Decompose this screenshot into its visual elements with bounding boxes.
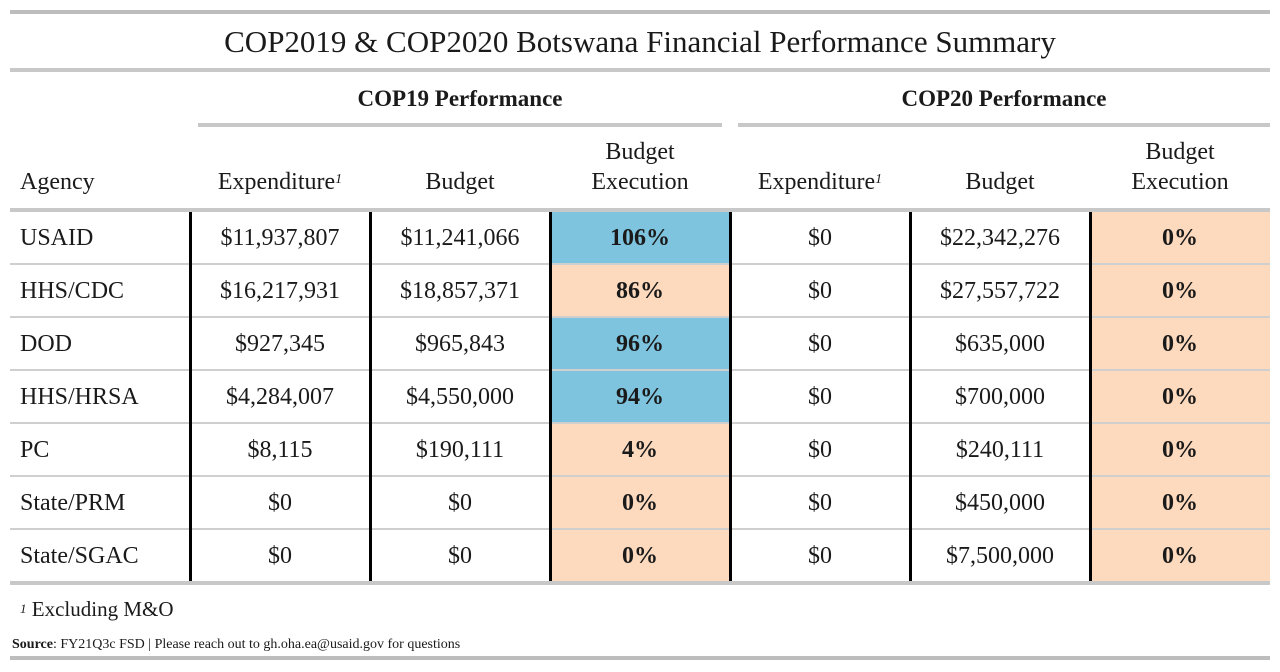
footnote: 1 Excluding M&O [20, 596, 174, 622]
cell-cop20-expenditure: $0 [808, 543, 832, 569]
cell-cop20-budget: $635,000 [955, 331, 1045, 357]
cell-agency: PC [20, 437, 50, 463]
table-row: HHS/CDC $16,217,931 $18,857,371 86% $0 $… [10, 265, 1270, 318]
cell-cop20-execution: 0% [1090, 530, 1270, 581]
row-divider [10, 263, 1270, 265]
source-label: Source [12, 637, 53, 652]
column-divider [1089, 212, 1092, 581]
footnote-text: Excluding M&O [26, 597, 174, 621]
row-divider [10, 422, 1270, 424]
col-header-label: Expenditure [757, 169, 876, 195]
top-border [10, 10, 1270, 14]
cell-cop19-budget: $0 [448, 490, 472, 516]
footnote-marker: 1 [20, 601, 27, 616]
column-divider [909, 212, 912, 581]
col-header-cop19-budget: Budget [425, 169, 495, 195]
cop19-group-header: COP19 Performance [357, 86, 563, 111]
footnote-marker: 1 [875, 172, 883, 187]
cell-cop20-budget: $22,342,276 [940, 225, 1060, 251]
cell-cop20-execution: 0% [1090, 477, 1270, 530]
table-row: HHS/HRSA $4,284,007 $4,550,000 94% $0 $7… [10, 371, 1270, 424]
cell-cop20-expenditure: $0 [808, 225, 832, 251]
cell-cop19-expenditure: $4,284,007 [226, 384, 334, 410]
table-row: State/SGAC $0 $0 0% $0 $7,500,000 0% [10, 530, 1270, 581]
page-title: COP2019 & COP2020 Botswana Financial Per… [224, 24, 1056, 59]
column-divider [729, 212, 732, 581]
title-divider [10, 68, 1270, 72]
column-divider [369, 212, 372, 581]
cell-cop19-execution: 86% [550, 265, 730, 318]
table-row: USAID $11,937,807 $11,241,066 106% $0 $2… [10, 212, 1270, 265]
cell-cop20-expenditure: $0 [808, 331, 832, 357]
cell-cop19-execution: 96% [550, 318, 730, 371]
col-header-agency: Agency [20, 169, 95, 195]
cell-cop19-budget: $965,843 [415, 331, 505, 357]
col-header-cop20-budget-execution: Budget Execution [1090, 137, 1270, 197]
cell-cop19-execution: 4% [550, 424, 730, 477]
cell-cop19-budget: $4,550,000 [406, 384, 514, 410]
row-divider [10, 316, 1270, 318]
col-header-cop20-expenditure: Expenditure1 [730, 167, 910, 197]
col-header-line: Budget [1145, 139, 1215, 165]
cell-cop19-expenditure: $11,937,807 [220, 225, 340, 251]
cell-cop19-expenditure: $16,217,931 [220, 278, 340, 304]
cell-cop20-expenditure: $0 [808, 437, 832, 463]
cell-cop19-budget: $18,857,371 [400, 278, 520, 304]
source-text: : FY21Q3c FSD | Please reach out to gh.o… [52, 637, 461, 652]
row-divider [10, 475, 1270, 477]
cell-cop20-budget: $27,557,722 [940, 278, 1060, 304]
footer-border [10, 656, 1270, 660]
footnote-marker: 1 [335, 172, 343, 187]
header-divider [10, 208, 1270, 212]
table-row: PC $8,115 $190,111 4% $0 $240,111 0% [10, 424, 1270, 477]
col-header-line: Execution [591, 169, 689, 195]
cell-cop20-budget: $450,000 [955, 490, 1045, 516]
cell-agency: State/PRM [20, 490, 126, 516]
table-bottom-border [10, 581, 1270, 585]
col-header-line: Execution [1131, 169, 1229, 195]
cell-cop20-expenditure: $0 [808, 490, 832, 516]
cell-cop19-execution: 0% [550, 477, 730, 530]
cell-cop20-expenditure: $0 [808, 384, 832, 410]
cell-cop20-budget: $700,000 [955, 384, 1045, 410]
cell-cop19-expenditure: $927,345 [235, 331, 325, 357]
cell-cop19-expenditure: $8,115 [247, 437, 313, 463]
row-divider [10, 528, 1270, 530]
cell-cop19-execution: 0% [550, 530, 730, 581]
cell-agency: HHS/HRSA [20, 384, 139, 410]
cell-cop20-execution: 0% [1090, 265, 1270, 318]
cop20-group-header: COP20 Performance [901, 86, 1107, 111]
cell-cop20-execution: 0% [1090, 212, 1270, 265]
cell-cop19-expenditure: $0 [268, 490, 292, 516]
cell-agency: State/SGAC [20, 543, 139, 569]
cell-cop20-budget: $240,111 [955, 437, 1045, 463]
row-divider [10, 369, 1270, 371]
cell-cop20-budget: $7,500,000 [946, 543, 1054, 569]
col-header-label: Expenditure [217, 169, 336, 195]
cell-cop20-execution: 0% [1090, 318, 1270, 371]
cop20-group-underline [738, 123, 1270, 127]
column-divider [189, 212, 192, 581]
cell-cop19-execution: 106% [550, 212, 730, 265]
cell-agency: HHS/CDC [20, 278, 125, 304]
col-header-cop20-budget: Budget [965, 169, 1035, 195]
column-divider [549, 212, 552, 581]
cell-cop20-execution: 0% [1090, 424, 1270, 477]
table-row: DOD $927,345 $965,843 96% $0 $635,000 0% [10, 318, 1270, 371]
cell-cop19-execution: 94% [550, 371, 730, 424]
col-header-line: Budget [605, 139, 675, 165]
col-header-cop19-budget-execution: Budget Execution [550, 137, 730, 197]
cell-agency: USAID [20, 225, 94, 251]
cell-cop19-budget: $11,241,066 [400, 225, 520, 251]
cell-cop19-expenditure: $0 [268, 543, 292, 569]
col-header-cop19-expenditure: Expenditure1 [190, 167, 370, 197]
source-line: Source: FY21Q3c FSD | Please reach out t… [12, 636, 460, 654]
cell-cop19-budget: $190,111 [415, 437, 505, 463]
cell-cop19-budget: $0 [448, 543, 472, 569]
cop19-group-underline [198, 123, 722, 127]
cell-agency: DOD [20, 331, 72, 357]
table-row: State/PRM $0 $0 0% $0 $450,000 0% [10, 477, 1270, 530]
cell-cop20-expenditure: $0 [808, 278, 832, 304]
cell-cop20-execution: 0% [1090, 371, 1270, 424]
